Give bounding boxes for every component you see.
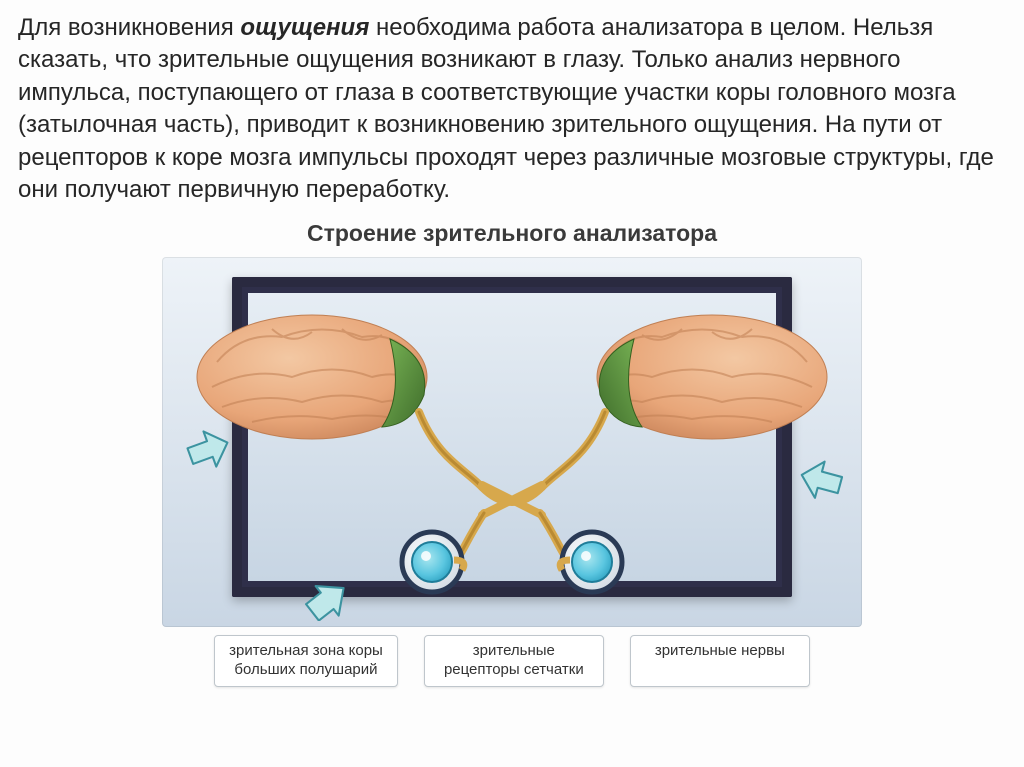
right-eye [560,532,622,592]
arrow-bottom-icon [302,569,354,621]
arrow-left-icon [182,427,234,479]
left-eye [402,532,464,592]
label-receptors: зрительные рецепторы сетчатки [424,635,604,687]
diagram-svg [162,257,862,627]
labels-row: зрительная зона коры больших полушарий з… [122,635,902,693]
main-paragraph: Для возникновения ощущения необходима ра… [0,0,1024,214]
figure-title: Строение зрительного анализатора [122,214,902,257]
left-brain [197,315,427,439]
arrow-right-icon [794,457,846,509]
right-brain [597,315,827,439]
label-cortex: зрительная зона коры больших полушарий [214,635,398,687]
para-pre: Для возникновения [18,14,240,41]
figure: Строение зрительного анализатора [122,214,902,693]
para-emph: ощущения [240,14,369,41]
label-nerves: зрительные нервы [630,635,810,687]
figure-stage [162,257,862,627]
para-post: необходима работа анализатора в целом. Н… [18,14,994,203]
